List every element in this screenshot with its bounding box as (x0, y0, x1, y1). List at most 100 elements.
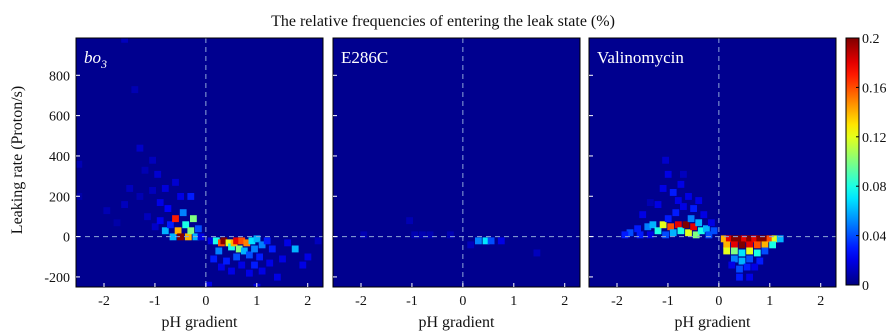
heatmap-cell (731, 241, 738, 249)
heatmap-cell (172, 215, 179, 223)
heatmap-cell (215, 247, 223, 255)
colorbar-tick-label: 0 (862, 279, 869, 294)
x-tick-label: -1 (149, 294, 161, 309)
heatmap-cell (756, 235, 764, 243)
heatmap-cell (149, 187, 156, 194)
heatmap-cell (751, 235, 759, 243)
heatmap-cell (667, 223, 675, 231)
heatmap-cell (246, 251, 253, 259)
heatmap-cell (475, 237, 482, 245)
colorbar: 0 0.04 0.08 0.12 0.16 0.2 (845, 32, 886, 294)
x-tick-label: 2 (817, 294, 824, 309)
heatmap-cell (467, 241, 475, 249)
heatmap-cell (487, 237, 495, 245)
heatmap-cell (167, 221, 174, 229)
heatmap-cell (626, 229, 634, 237)
heatmap-cell (228, 267, 235, 275)
heatmap-cell (426, 231, 434, 239)
heatmap-cell (233, 237, 240, 245)
heatmap-cell (746, 241, 753, 249)
heatmap-cell (738, 257, 746, 265)
heatmap-cell (246, 269, 253, 277)
heatmap-cell (654, 227, 662, 235)
heatmap-cell (769, 241, 776, 249)
heatmap-cell (639, 211, 647, 219)
heatmap-cell (654, 201, 662, 208)
heatmap-cell (210, 255, 218, 263)
heatmap-cell (256, 253, 263, 261)
panel-2: E286C -2 -1 0 1 2 pH gradient (332, 37, 581, 331)
y-tick-label: 0 (63, 231, 70, 246)
heatmap-cell (284, 239, 291, 247)
heatmap-cell (205, 281, 212, 287)
panel-frame (332, 37, 581, 288)
heatmap-cell (731, 247, 738, 255)
heatmap-cell (723, 247, 731, 255)
heatmap-cell (258, 267, 266, 275)
heatmap-cell (695, 197, 703, 204)
heatmap-cell (207, 237, 215, 245)
heatmap-cell (725, 235, 733, 243)
heatmap-cell (672, 209, 680, 217)
y-tick-label: 200 (49, 190, 70, 205)
heatmap-cell (240, 247, 248, 255)
panel-background (76, 38, 323, 287)
colorbar-tick-label: 0.12 (862, 131, 886, 146)
heatmap-cell (746, 273, 753, 281)
heatmap-cell (646, 231, 654, 239)
heatmap-cell (662, 156, 669, 164)
x-tick-label: 0 (715, 294, 722, 309)
heatmap-cell (220, 237, 228, 245)
heatmap-cell (151, 223, 159, 231)
heatmap-cell (248, 237, 256, 245)
heatmap-cell (149, 156, 156, 164)
heatmap-cell (182, 221, 190, 229)
heatmap-cell (533, 249, 541, 257)
heatmap-cell (685, 193, 692, 200)
heatmap-cell (753, 249, 761, 257)
x-tick-label: -2 (611, 294, 623, 309)
heatmap-cell (195, 225, 202, 233)
heatmap-cell (136, 144, 144, 152)
heatmap-cell (212, 237, 220, 245)
heatmap-cell (136, 193, 144, 200)
x-tick-label: 1 (253, 294, 260, 309)
heatmap-cell (447, 231, 454, 239)
heatmap-cell (728, 261, 736, 269)
heatmap-cell (411, 231, 419, 239)
heatmap-cell (228, 243, 235, 251)
heatmap-cell (720, 235, 728, 243)
heatmap-cell (156, 199, 164, 206)
heatmap-cell (233, 253, 240, 261)
heatmap-cell (238, 261, 246, 269)
heatmap-cell (736, 235, 743, 243)
heatmap-cell (76, 160, 83, 168)
heatmap-cell (766, 235, 774, 243)
heatmap-cell (700, 211, 708, 219)
heatmap-cell (187, 193, 195, 200)
heatmap-cell (144, 213, 151, 221)
heatmap-cell (705, 231, 713, 239)
heatmap-cell (243, 239, 251, 247)
heatmap-cell (169, 233, 177, 241)
heatmap-cell (103, 207, 111, 215)
colorbar-tick-label: 0.2 (862, 32, 880, 47)
heatmap-cell (621, 231, 629, 239)
heatmap-cell (266, 259, 274, 267)
heatmap-cell (172, 178, 179, 186)
x-tick-label: 1 (766, 294, 773, 309)
heatmap-cell (636, 231, 644, 239)
panel-label: Valinomycin (597, 48, 684, 67)
panel-frame (75, 37, 324, 288)
heatmap-cell (723, 241, 731, 249)
y-axis-label: Leaking rate (Proton/s) (9, 86, 26, 234)
heatmap-cell (741, 235, 748, 243)
heatmap-cell (649, 221, 657, 229)
heatmap-cell (406, 217, 413, 225)
heatmap-cell (497, 237, 505, 245)
heatmap-cell (680, 203, 687, 210)
heatmap-cell (238, 237, 246, 245)
heatmap-cell (121, 201, 128, 208)
x-axis-label: pH gradient (675, 314, 752, 331)
